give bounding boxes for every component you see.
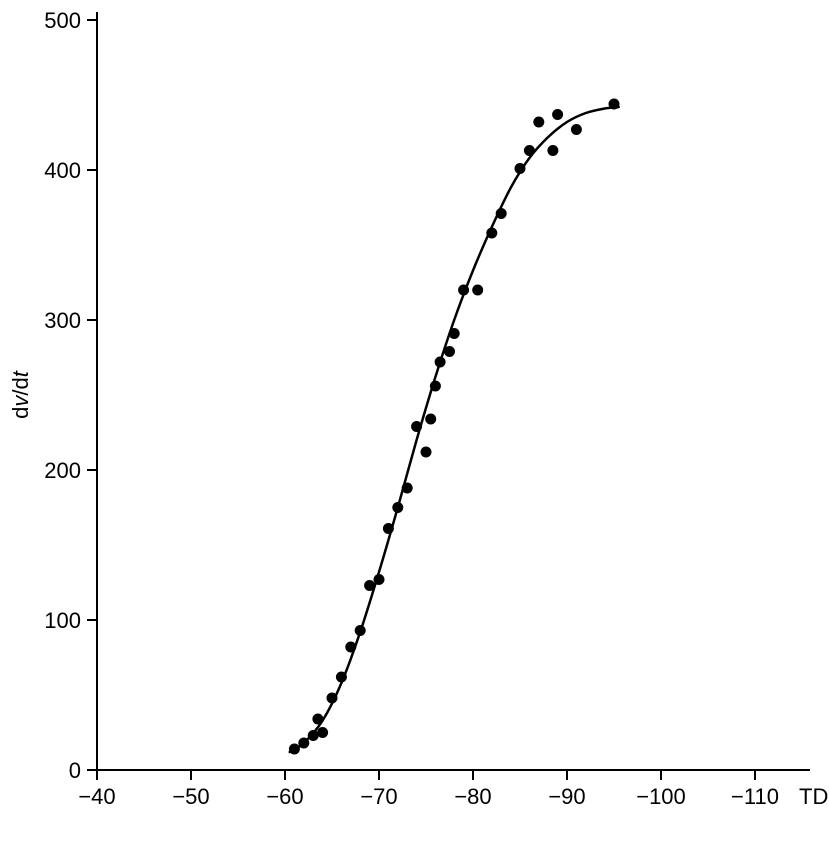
- data-point: [318, 728, 328, 738]
- data-point: [355, 626, 365, 636]
- y-tick-label: 0: [69, 758, 81, 783]
- data-point: [548, 146, 558, 156]
- data-point: [487, 228, 497, 238]
- data-point: [393, 503, 403, 513]
- data-point: [327, 693, 337, 703]
- data-point: [365, 581, 375, 591]
- data-point: [289, 744, 299, 754]
- data-point: [449, 329, 459, 339]
- data-point: [383, 524, 393, 534]
- data-point: [346, 642, 356, 652]
- x-tick-label: −70: [360, 784, 397, 809]
- data-point: [515, 164, 525, 174]
- data-point: [534, 117, 544, 127]
- data-point: [402, 483, 412, 493]
- data-point: [421, 447, 431, 457]
- y-tick-label: 100: [44, 608, 81, 633]
- y-tick-label: 400: [44, 158, 81, 183]
- data-point: [426, 414, 436, 424]
- scatter-chart: 0 100 200 300 400 500 −40 −50 −60 −70 −80 −90 −100 −1…: [0, 0, 829, 854]
- data-point: [445, 347, 455, 357]
- data-point: [299, 738, 309, 748]
- x-tick-label: −50: [172, 784, 209, 809]
- data-point: [336, 672, 346, 682]
- x-tick-label: −110: [731, 784, 779, 809]
- y-axis-label: dv/dt: [8, 370, 33, 419]
- data-point: [459, 285, 469, 295]
- x-tick-label: −90: [548, 784, 585, 809]
- data-point: [524, 146, 534, 156]
- x-tick-label: −40: [78, 784, 115, 809]
- x-tick-label: −80: [454, 784, 491, 809]
- data-point: [553, 110, 563, 120]
- y-tick-label: 300: [44, 308, 81, 333]
- data-point: [435, 357, 445, 367]
- data-point: [430, 381, 440, 391]
- data-point: [308, 731, 318, 741]
- x-tick-label: −60: [266, 784, 303, 809]
- data-point: [609, 99, 619, 109]
- y-tick-label: 500: [44, 8, 81, 33]
- y-tick-label: 200: [44, 458, 81, 483]
- data-point: [313, 714, 323, 724]
- data-point: [412, 422, 422, 432]
- data-point: [496, 209, 506, 219]
- data-point: [473, 285, 483, 295]
- x-tick-label: −100: [636, 784, 686, 809]
- chart-svg: 0 100 200 300 400 500 −40 −50 −60 −70 −80 −90 −100 −1…: [0, 0, 829, 854]
- data-point: [374, 575, 384, 585]
- x-axis-label: TDP: [799, 784, 829, 809]
- data-point: [571, 125, 581, 135]
